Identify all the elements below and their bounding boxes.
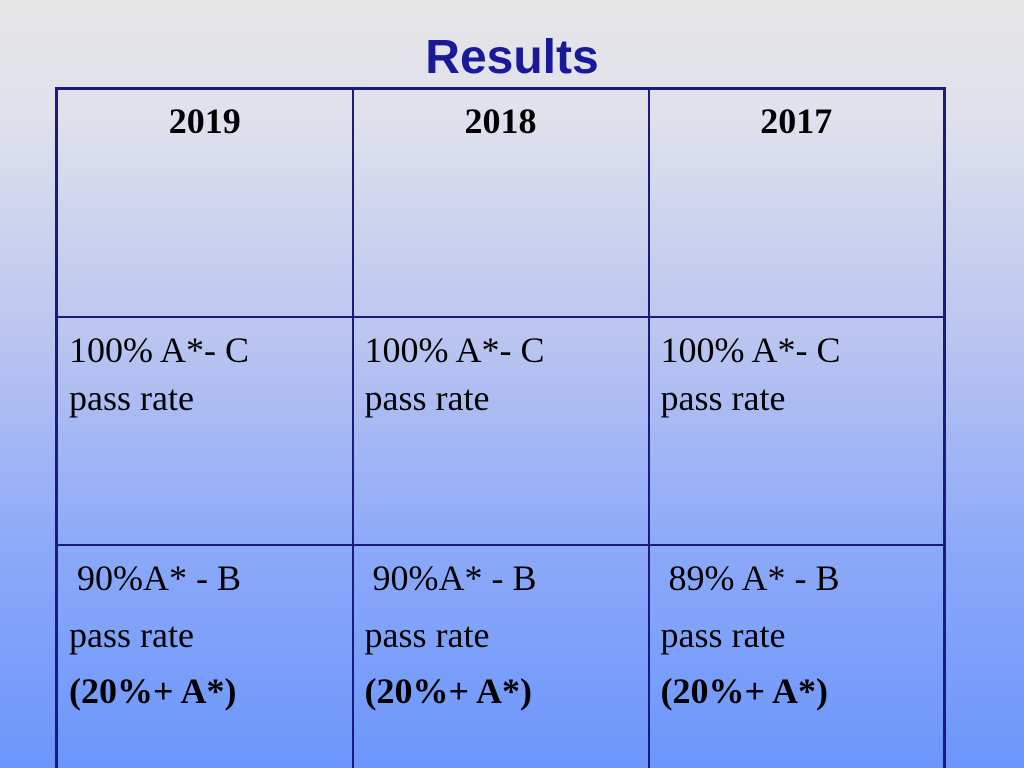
ab-astar-share-text: (20%+ A*) <box>69 671 237 711</box>
ab-pass-rate-text: pass rate <box>69 615 194 655</box>
table-cell-year-2019: 2019 <box>55 87 354 318</box>
table-cell-year-2018: 2018 <box>351 87 650 318</box>
table-row-ab-pass: 90%A* - B pass rate (20%+ A*) 90%A* - B … <box>55 544 946 768</box>
year-label: 2018 <box>464 101 537 141</box>
ab-pass-rate-text: pass rate <box>660 615 786 655</box>
ab-grade-text: 89% A* - B <box>668 558 840 598</box>
ac-grade-text: 100% A*- C <box>69 330 249 370</box>
ac-grade-text: 100% A*- C <box>660 330 841 370</box>
ab-grade-text: 90%A* - B <box>77 558 241 598</box>
results-table: 2019 2018 2017 100% A*- C pass rate 100%… <box>55 87 946 768</box>
ac-pass-rate-text: pass rate <box>69 378 194 418</box>
ab-pass-rate-text: pass rate <box>364 615 490 655</box>
table-cell-year-2017: 2017 <box>647 87 946 318</box>
table-cell-ab-2018: 90%A* - B pass rate (20%+ A*) <box>351 544 650 768</box>
ab-astar-share-text: (20%+ A*) <box>660 671 829 711</box>
year-label: 2019 <box>168 101 241 141</box>
slide-title: Results <box>425 31 599 84</box>
table-cell-ac-2018: 100% A*- C pass rate <box>351 316 650 546</box>
table-cell-ab-2019: 90%A* - B pass rate (20%+ A*) <box>55 544 354 768</box>
table-cell-ac-2017: 100% A*- C pass rate <box>647 316 946 546</box>
ac-pass-rate-text: pass rate <box>364 378 490 418</box>
ab-astar-share-text: (20%+ A*) <box>364 671 533 711</box>
ab-grade-text: 90%A* - B <box>372 558 537 598</box>
table-row-ac-pass: 100% A*- C pass rate 100% A*- C pass rat… <box>55 316 946 546</box>
table-row-years: 2019 2018 2017 <box>55 87 946 318</box>
year-label: 2017 <box>760 101 833 141</box>
ac-pass-rate-text: pass rate <box>660 378 786 418</box>
table-cell-ac-2019: 100% A*- C pass rate <box>55 316 354 546</box>
ac-grade-text: 100% A*- C <box>364 330 545 370</box>
table-cell-ab-2017: 89% A* - B pass rate (20%+ A*) <box>647 544 946 768</box>
